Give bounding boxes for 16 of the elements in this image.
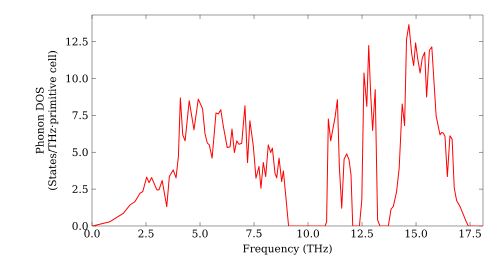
x-tick-label: 15.0 (406, 230, 428, 238)
y-tick-label: 7.5 (72, 111, 88, 120)
y-tick-label: 2.5 (72, 185, 88, 194)
y-tick-label: 10.0 (66, 74, 88, 82)
y-tick-label: 5.0 (72, 148, 88, 156)
x-tick-label: 17.5 (460, 230, 481, 238)
y-axis-title: Phonon DOS (States/THz·primitive cell) (36, 51, 58, 190)
x-tick-label: 10.0 (298, 230, 320, 238)
x-axis-title: Frequency (THz) (243, 244, 332, 255)
x-tick-label: 7.5 (246, 230, 262, 238)
x-tick-label: 12.5 (352, 230, 373, 238)
x-tick-label: 5.0 (192, 230, 208, 238)
y-tick-label: 12.5 (66, 38, 88, 46)
x-tick-label: 2.5 (138, 230, 154, 238)
x-tick-label: 0.0 (84, 230, 100, 238)
y-tick-label: 0.0 (72, 222, 88, 230)
